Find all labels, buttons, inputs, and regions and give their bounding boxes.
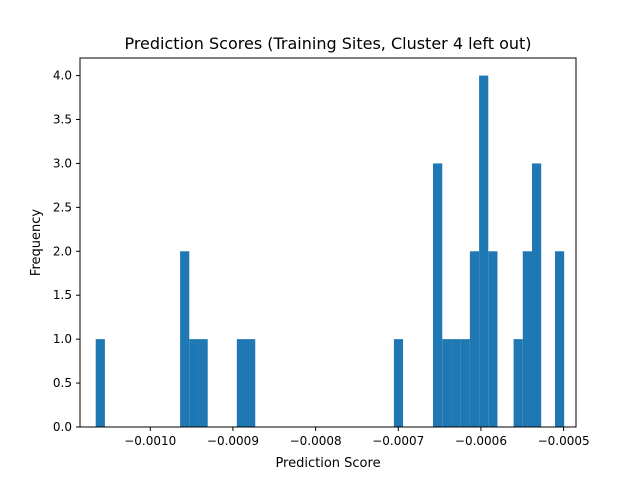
y-tick-label-3: 1.5 — [53, 288, 72, 302]
x-tick-label-2: −0.0008 — [290, 434, 342, 448]
plot-area — [80, 58, 576, 427]
histogram-bar-11 — [470, 251, 479, 427]
y-tick-label-8: 4.0 — [53, 69, 72, 83]
x-tick-label-5: −0.0005 — [538, 434, 590, 448]
histogram-bar-0 — [96, 339, 105, 427]
histogram-bar-4 — [237, 339, 246, 427]
histogram-bar-6 — [394, 339, 403, 427]
histogram-bar-17 — [555, 251, 564, 427]
y-tick-label-4: 2.0 — [53, 244, 72, 258]
y-tick-label-5: 2.5 — [53, 200, 72, 214]
histogram-bar-1 — [180, 251, 189, 427]
chart-title: Prediction Scores (Training Sites, Clust… — [124, 34, 531, 53]
x-tick-label-1: −0.0009 — [207, 434, 259, 448]
histogram-bar-14 — [514, 339, 523, 427]
y-tick-label-2: 1.0 — [53, 332, 72, 346]
histogram-bar-5 — [246, 339, 255, 427]
y-tick-label-6: 3.0 — [53, 156, 72, 170]
histogram-bar-7 — [433, 163, 442, 427]
y-tick-label-0: 0.0 — [53, 420, 72, 434]
histogram-bar-13 — [488, 251, 497, 427]
histogram-bar-12 — [479, 76, 488, 427]
histogram-bar-2 — [189, 339, 198, 427]
histogram-bar-10 — [461, 339, 470, 427]
y-tick-label-1: 0.5 — [53, 376, 72, 390]
x-axis-label: Prediction Score — [275, 456, 380, 471]
histogram-bar-8 — [442, 339, 451, 427]
histogram-bar-9 — [451, 339, 460, 427]
x-tick-label-4: −0.0006 — [455, 434, 507, 448]
x-tick-label-3: −0.0007 — [372, 434, 424, 448]
histogram-bar-16 — [532, 163, 541, 427]
histogram-bar-3 — [199, 339, 208, 427]
histogram-bar-15 — [523, 251, 532, 427]
y-tick-label-7: 3.5 — [53, 113, 72, 127]
y-axis-label: Frequency — [29, 209, 44, 276]
x-tick-label-0: −0.0010 — [124, 434, 176, 448]
